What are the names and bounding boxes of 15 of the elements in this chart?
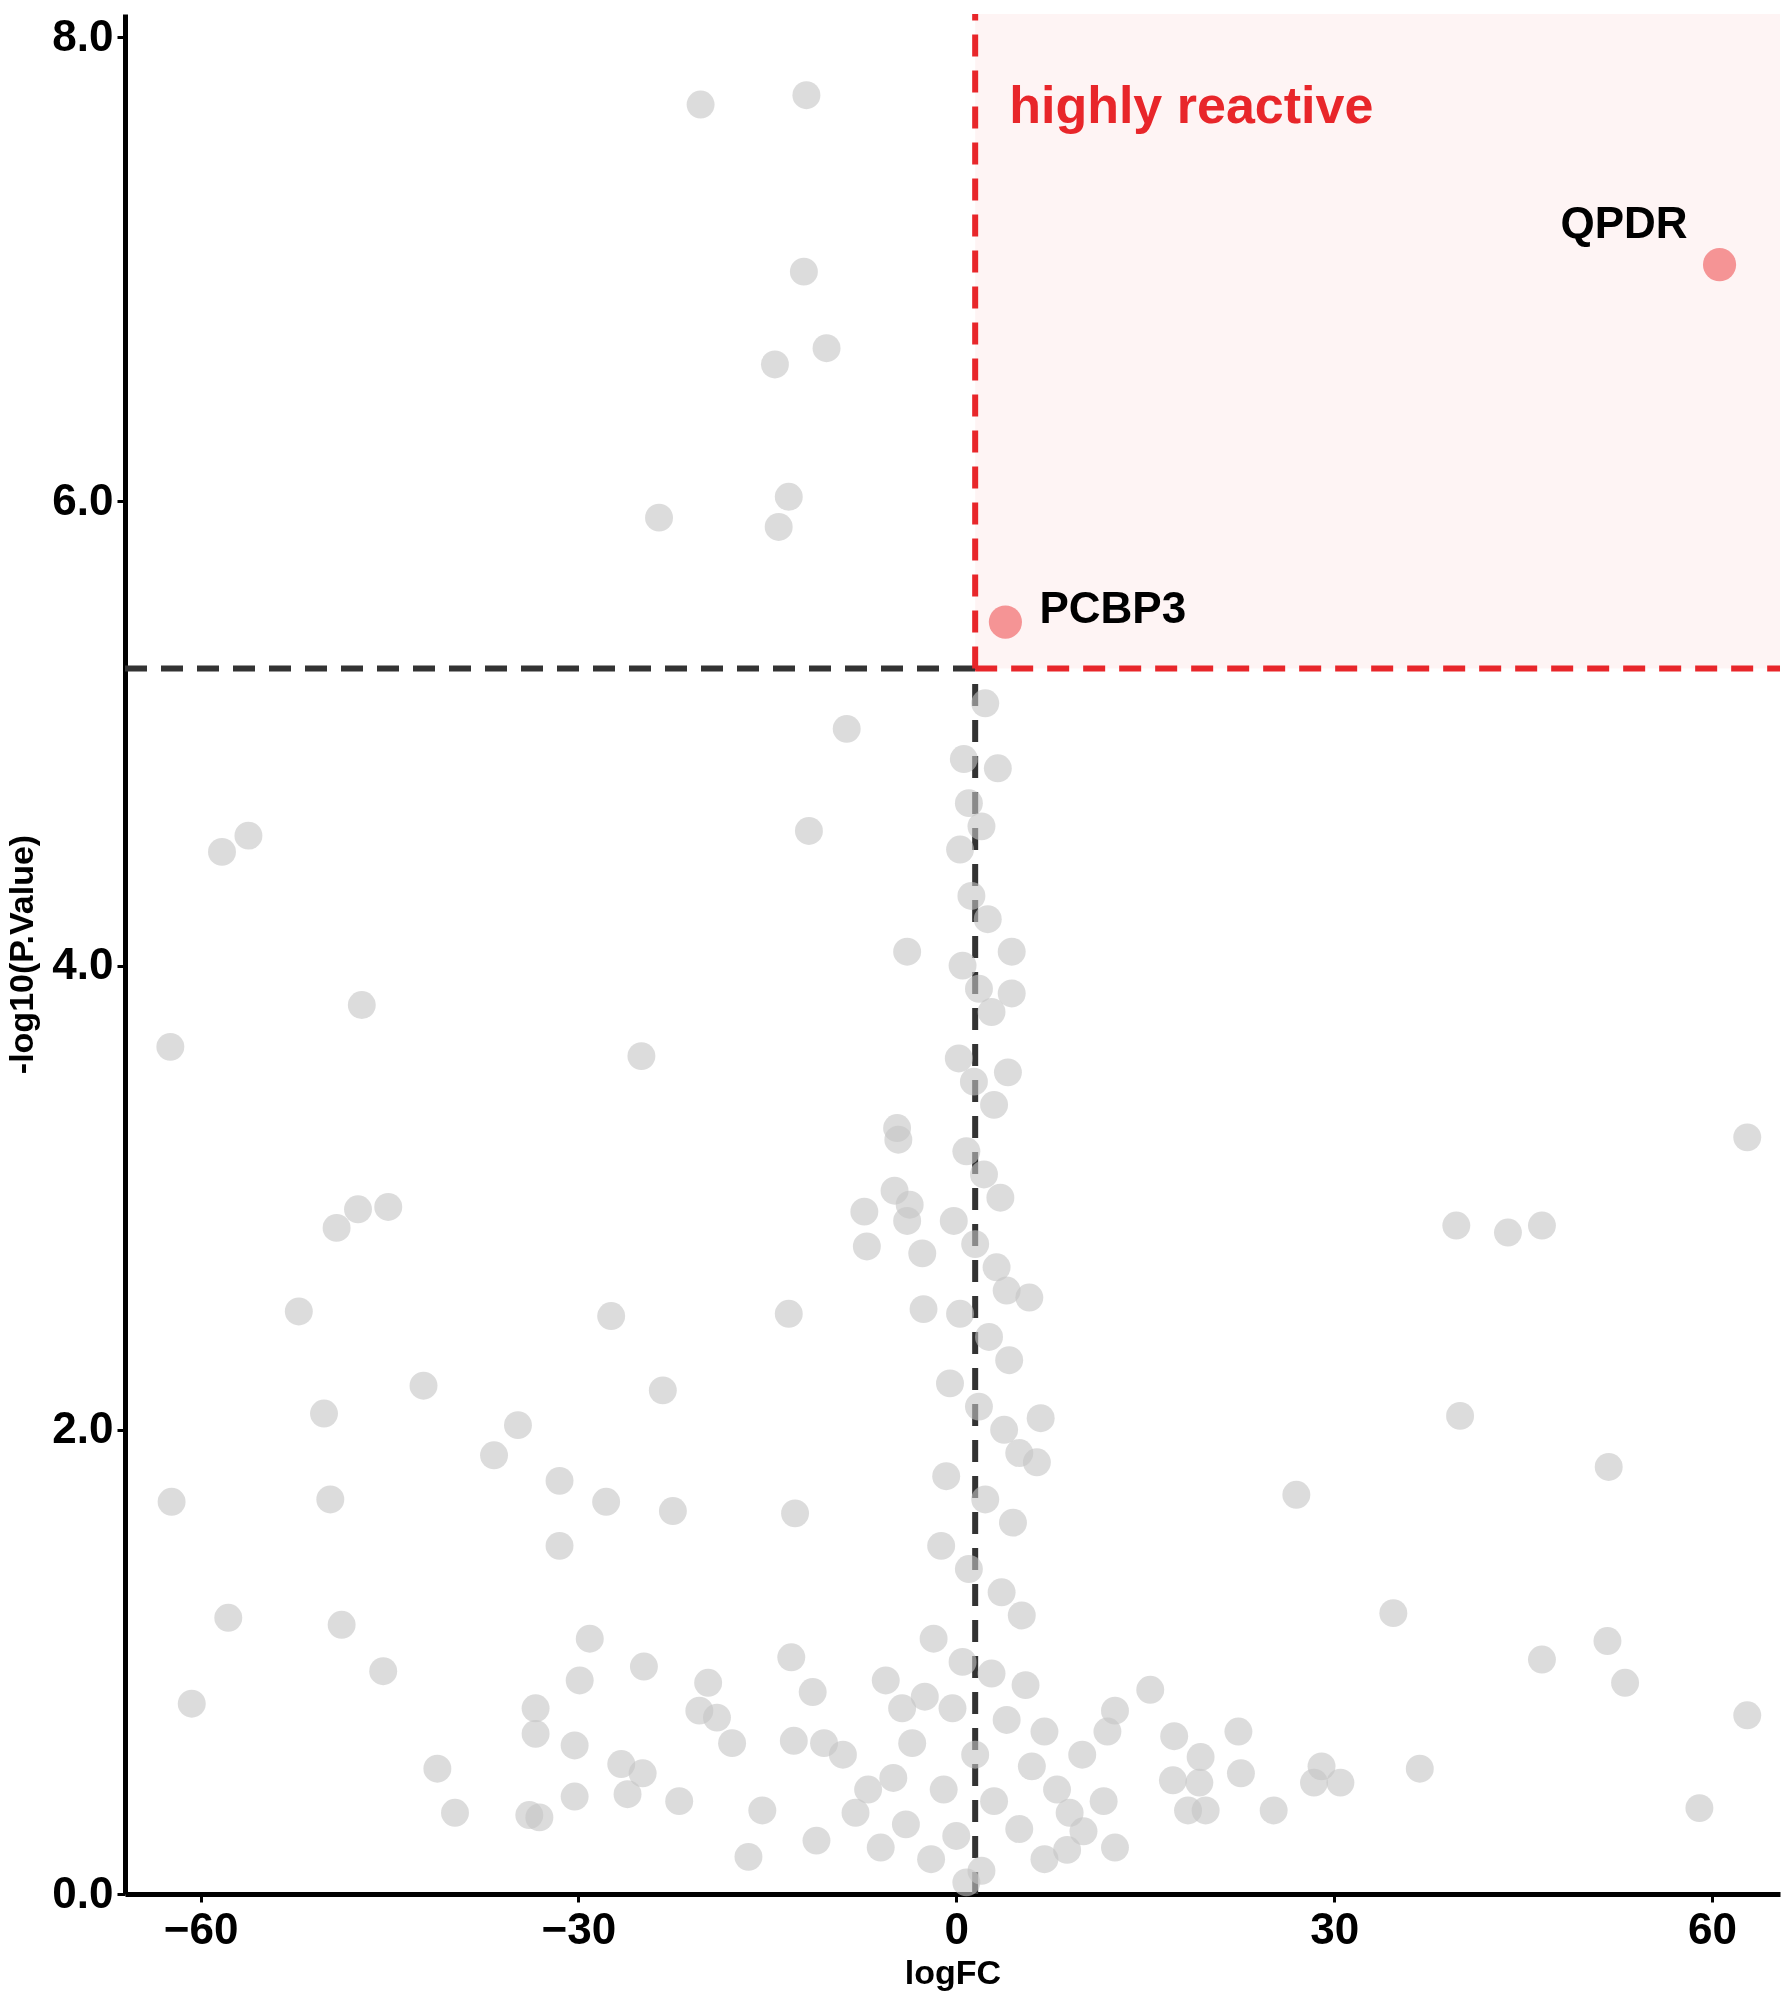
y-tick-label: 4.0: [52, 939, 114, 989]
y-tick-label: 2.0: [52, 1403, 114, 1453]
y-tick-label: 0.0: [52, 1867, 114, 1917]
y-tick-label: 8.0: [52, 10, 114, 60]
x-axis-title: logFC: [904, 1952, 1002, 1991]
x-tick-label: 60: [1688, 1903, 1737, 1953]
y-axis-title: -log10(P.Value): [2, 834, 41, 1075]
annotation: PCBP3: [1039, 583, 1187, 633]
x-tick-label: −30: [541, 1903, 617, 1953]
x-tick-label: −60: [163, 1903, 239, 1953]
annotation: QPDR: [1560, 197, 1688, 247]
band-label: highly reactive: [1009, 76, 1374, 134]
x-tick-label: 0: [944, 1903, 970, 1953]
y-tick-label: 6.0: [52, 474, 114, 524]
x-tick-label: 30: [1310, 1903, 1360, 1953]
